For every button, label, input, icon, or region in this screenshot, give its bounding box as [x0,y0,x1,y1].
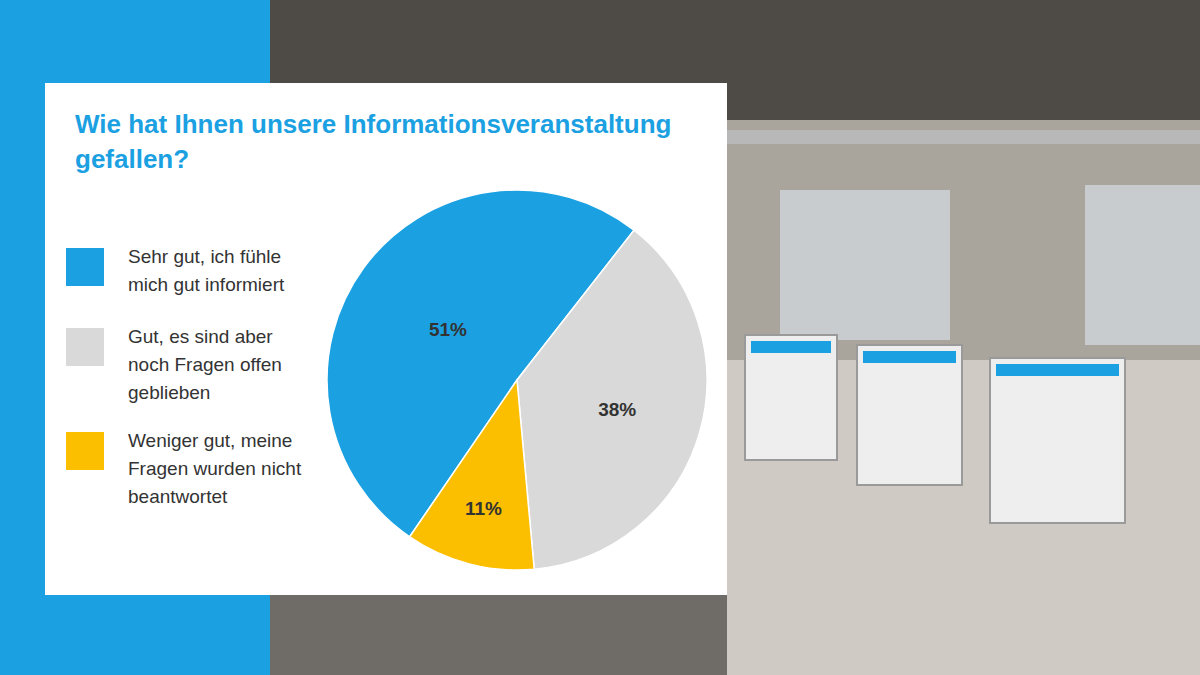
window [1085,185,1200,345]
truss [727,130,1200,144]
podium-stripe [863,351,956,363]
podium [990,358,1125,523]
slices [327,190,707,570]
window [780,190,950,340]
pie-area: 51% 38% 11% [45,83,727,595]
legend-label: Sehr gut, ich fühle mich gut informiert [128,243,318,299]
podium-stripe [751,341,831,353]
title: Wie hat Ihnen unsere Informationsveranst… [75,107,695,177]
data-label: 11% [465,498,502,519]
legend-swatch [66,432,104,470]
data-label: 51% [429,319,467,340]
legend-swatch [66,248,104,286]
wall [727,120,1200,360]
pie-slice [517,230,707,569]
podium [745,335,837,460]
pie-slice [410,380,535,570]
card: Wie hat Ihnen unsere Informationsveranst… [45,83,727,595]
podium [857,345,962,485]
legend-label: Gut, es sind aber noch Fragen offen gebl… [128,323,318,407]
legend-swatch [66,328,104,366]
data-label: 38% [598,399,636,420]
legend-label: Weniger gut, meine Fragen wurden nicht b… [128,427,318,511]
stage: Wie hat Ihnen unsere Informationsveranst… [0,0,1200,675]
photo-ground [0,0,1200,675]
data-labels: 51% 38% 11% [429,319,636,519]
podium-stripe [996,364,1119,376]
